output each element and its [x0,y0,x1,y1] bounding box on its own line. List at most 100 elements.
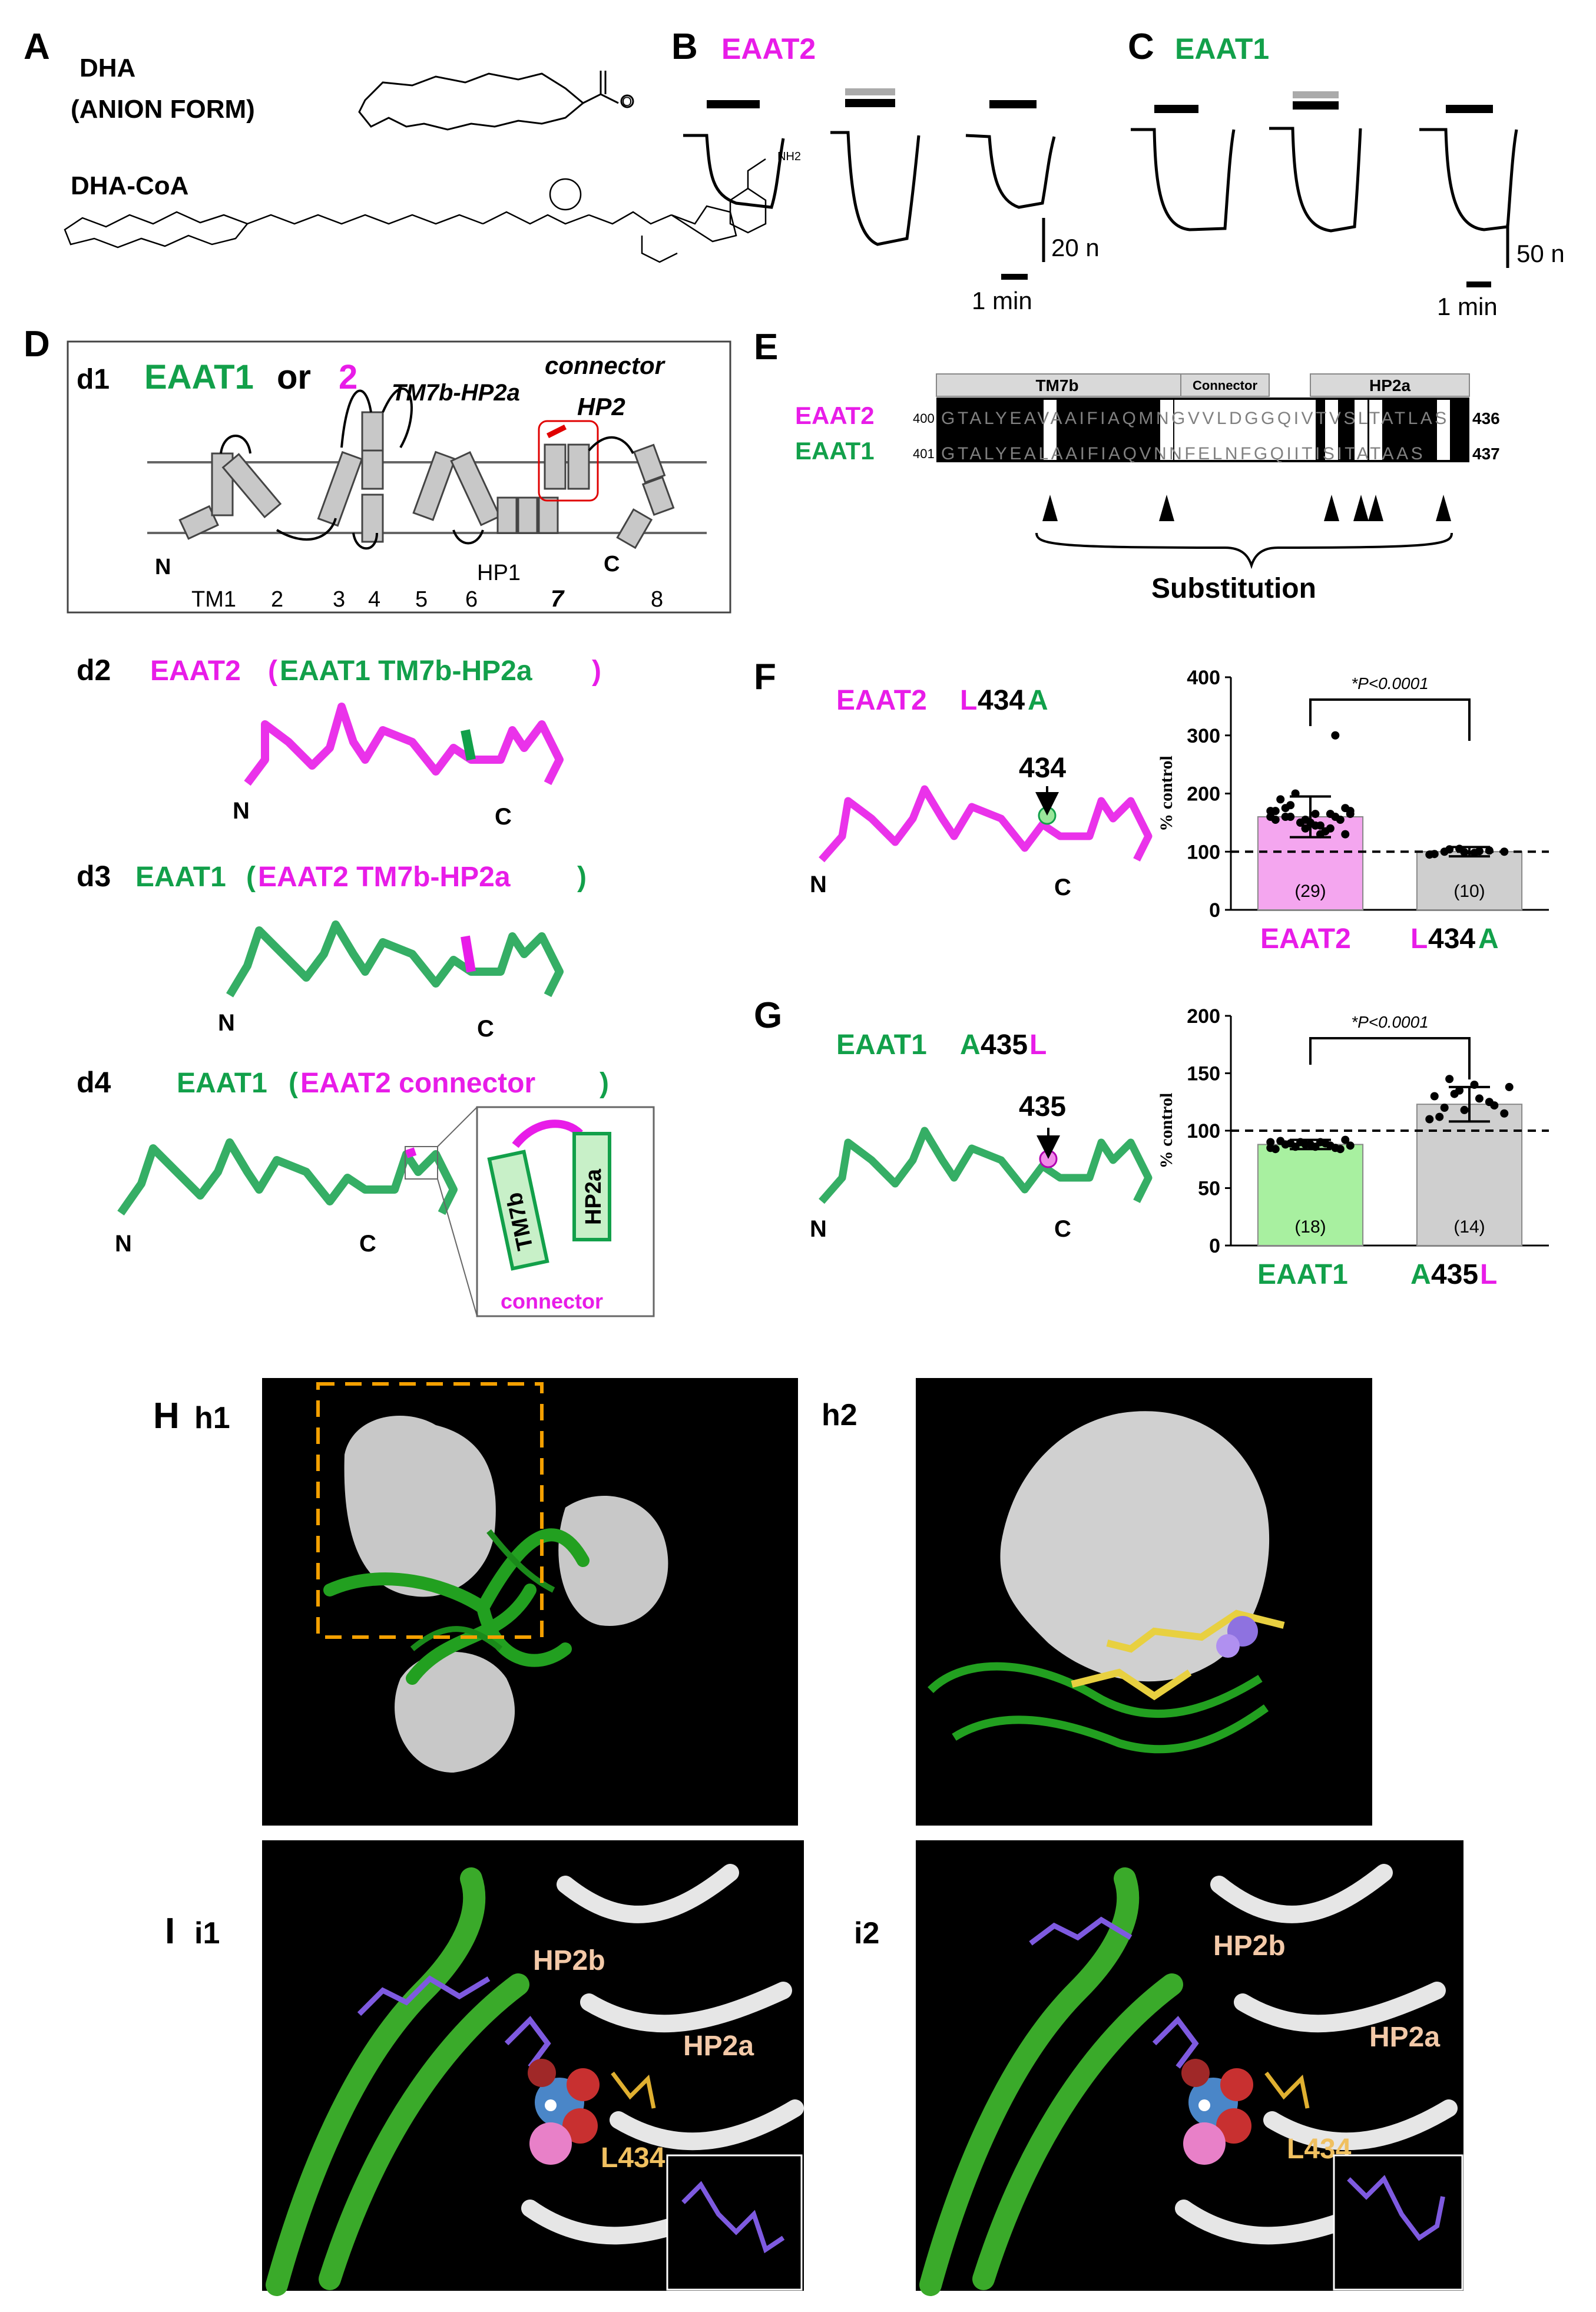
g-c: C [1054,1216,1071,1242]
d2-paren-open: ( [268,655,277,687]
i1-l434-label: L434 [601,2142,665,2174]
e-substitution-arrows [1042,495,1451,521]
h2-tag: h2 [822,1398,857,1432]
g-point-1-6 [1430,1092,1439,1101]
d3-topology-insert [461,935,476,973]
scale-x-label-c: 1 min [1437,293,1498,320]
application-bar-1 [707,100,760,108]
e-footer: Substitution [1151,573,1316,604]
panel-d-letter: D [24,324,50,365]
g-point-1-7 [1445,1075,1454,1084]
tm-label-6: 6 [465,587,478,612]
g-point-1-9 [1475,1094,1484,1103]
g-ytick-label-4: 200 [1187,1005,1220,1028]
f-cat2-label-c: A [1478,923,1499,955]
panel-h: H h1 h2 [153,1378,1372,1826]
g-point-1-12 [1435,1112,1444,1121]
d1-c-terminus: C [604,552,620,577]
g-point-1-5 [1500,1109,1509,1118]
panel-d: D d1 EAAT1 or 2 TM7b-HP2a connector HP2 [24,324,731,1317]
e-substitution-brace [1035,532,1453,569]
i2-inset-ligand [1347,2175,1445,2241]
panel-b: B EAAT2 20 n 1 min [671,27,1100,314]
e-row2-start: 401 [913,446,935,461]
zoom-line-1 [437,1107,478,1147]
h1-zoom-box [316,1382,544,1639]
d4-tag: d4 [77,1066,111,1099]
f-point-0-12 [1276,795,1285,804]
i1-inset-ligand [681,2181,785,2254]
g-ytick-label-1: 50 [1198,1178,1220,1200]
f-c: C [1054,875,1071,900]
e-connector-label: Connector [1193,378,1257,393]
g-bar-0 [1257,1144,1364,1247]
panel-g-letter: G [754,995,782,1036]
panel-b-letter: B [671,27,698,67]
e-header-tm7b [936,373,1181,397]
d4-paren-open: ( [289,1068,298,1099]
tm-label-8: 8 [651,587,663,612]
d3-tag: d3 [77,860,111,893]
d1-label-hp2: HP2 [577,393,625,420]
h1-tag: h1 [194,1401,230,1435]
f-point-0-5 [1341,830,1350,839]
d3-paren-close: ) [577,862,587,893]
e-hp2a-label: HP2a [1369,376,1410,395]
g-point-1-10 [1490,1101,1499,1110]
dha-coa-label: DHA-CoA [71,171,188,200]
tm-label-2: 2 [271,587,283,612]
f-point-0-16 [1336,815,1345,824]
d4-n: N [115,1231,132,1257]
d1-loops [220,387,634,550]
f-significance-label: *P<0.0001 [1351,674,1429,693]
chart-f: 0 100 200 300 400 % control (29) (10) *P<0.0001 [1157,667,1549,922]
panel-b-title: EAAT2 [721,32,816,65]
scale-x-label: 1 min [972,287,1032,314]
g-n-label-1: (14) [1453,1217,1485,1237]
scale-y-label-c: 50 n [1516,240,1565,267]
d2-host: EAAT2 [150,655,241,687]
g-point-0-17 [1266,1138,1275,1147]
eaat1-traces [1131,91,1518,233]
d3-insert: EAAT2 TM7b-HP2a [258,862,511,893]
e-header-connector [1180,373,1270,397]
f-point-0-19 [1296,818,1305,827]
tm-label-4: 4 [368,587,380,612]
e-header-hp2a [1310,373,1470,397]
i1-render [266,1864,804,2296]
carboxylate-o: O [622,94,632,109]
panel-c-letter: C [1128,27,1154,67]
g-point-1-11 [1505,1082,1514,1091]
connector-highlight [546,424,567,439]
inset-connector-loop [512,1119,583,1148]
d2-c: C [495,804,512,830]
eaat2-traces [683,88,1056,246]
d2-topology-eaat2 [244,703,564,786]
f-point-0-20 [1311,821,1320,830]
h1-render [323,1416,668,1773]
g-significance-label: *P<0.0001 [1351,1013,1429,1031]
g-point-1-1 [1440,1104,1449,1112]
f-ytick-label-2: 200 [1187,783,1220,806]
d3-host: EAAT1 [135,862,226,893]
i2-render [919,1864,1458,2296]
g-ytick-label-0: 0 [1209,1235,1220,1257]
f-point-0-3 [1311,810,1320,819]
g-title-c: 435 [981,1029,1028,1061]
g-point-1-0 [1425,1115,1434,1124]
f-cat1-label: EAAT2 [1260,923,1351,955]
d1-title-or: or [277,358,311,396]
g-n-label-0: (18) [1294,1217,1326,1237]
g-title-a: EAAT1 [836,1029,927,1061]
nh2-label: NH2 [777,150,801,163]
dha-coa-structure [64,158,767,263]
d2-tag: d2 [77,654,111,687]
i1-hp2b-label: HP2b [533,1945,605,1976]
f-site-marker [1038,806,1057,825]
g-title-d: L [1029,1029,1047,1061]
f-point-0-27 [1331,731,1340,740]
inset-hp2a-label: HP2a [581,1168,606,1225]
d1-topology [178,411,675,549]
zoom-line-2 [437,1178,478,1317]
